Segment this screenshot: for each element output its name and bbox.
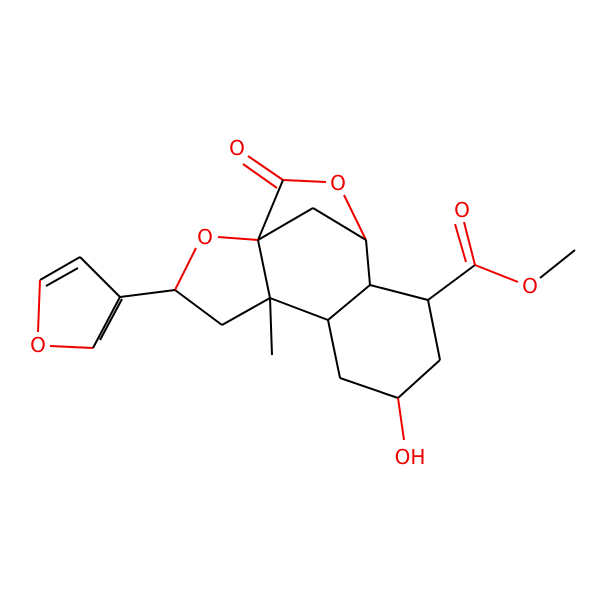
atom-labels: O O O O O O OH — [30, 136, 538, 469]
atom-label: O — [454, 198, 470, 222]
atom-label: OH — [395, 445, 426, 469]
atom-label: O — [330, 171, 346, 195]
atom-label: O — [522, 274, 538, 298]
bonds — [37, 155, 576, 441]
atom-label: O — [229, 136, 245, 160]
atom-label: O — [197, 225, 213, 249]
atom-label: O — [30, 333, 46, 357]
